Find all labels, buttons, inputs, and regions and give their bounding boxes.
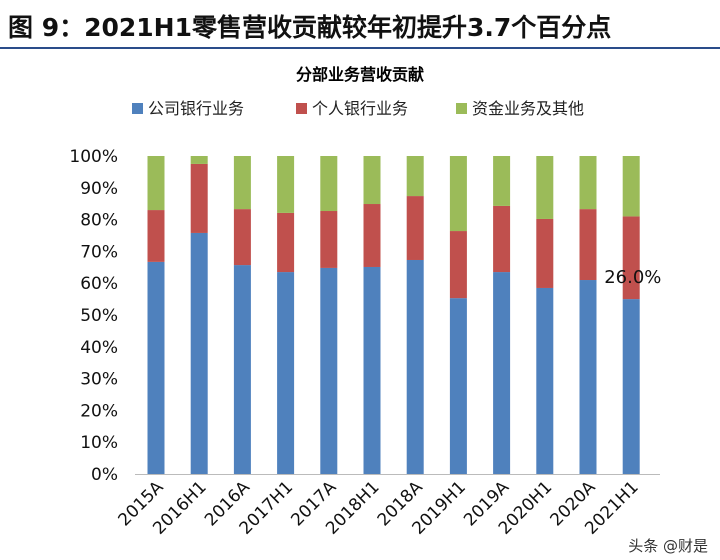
bar-segment bbox=[536, 156, 554, 219]
y-tick-label: 40% bbox=[80, 338, 118, 358]
bar-segment bbox=[147, 261, 165, 474]
y-tick-label: 100% bbox=[69, 147, 118, 167]
bar-segment bbox=[190, 232, 208, 474]
y-tick-label: 90% bbox=[80, 179, 118, 199]
chart-title: 分部业务营收贡献 bbox=[296, 65, 424, 84]
bar-segment bbox=[536, 218, 554, 288]
y-tick-label: 50% bbox=[80, 306, 118, 326]
bar-segment bbox=[320, 156, 338, 212]
bar-segment bbox=[493, 156, 511, 206]
bar-segment bbox=[406, 156, 424, 197]
y-tick-label: 70% bbox=[80, 242, 118, 262]
bar-segment bbox=[493, 205, 511, 273]
bar-segment bbox=[622, 156, 640, 217]
legend-label: 个人银行业务 bbox=[312, 99, 408, 118]
bar-segment bbox=[406, 196, 424, 260]
title-rule bbox=[0, 47, 720, 49]
bar-segment bbox=[233, 156, 251, 210]
bar-segment bbox=[233, 265, 251, 474]
bar-segment bbox=[579, 156, 597, 210]
bar-segment bbox=[579, 280, 597, 474]
bar-segment bbox=[449, 298, 467, 474]
bar-segment bbox=[536, 287, 554, 474]
legend-label: 公司银行业务 bbox=[148, 99, 244, 118]
bar-segment bbox=[363, 266, 381, 474]
y-tick-label: 30% bbox=[80, 370, 118, 390]
y-tick-label: 60% bbox=[80, 274, 118, 294]
legend-swatch bbox=[132, 103, 143, 114]
bar-segment bbox=[277, 272, 295, 474]
bar-segment bbox=[233, 209, 251, 266]
bar-segment bbox=[449, 156, 467, 232]
bar-segment bbox=[190, 163, 208, 233]
bar-segment bbox=[277, 212, 295, 273]
bar-segment bbox=[190, 156, 208, 164]
y-tick-label: 10% bbox=[80, 433, 118, 453]
y-tick-label: 0% bbox=[91, 465, 118, 485]
y-tick-label: 80% bbox=[80, 211, 118, 231]
bar-segment bbox=[363, 204, 381, 267]
legend-label: 资金业务及其他 bbox=[472, 99, 584, 118]
bar-segment bbox=[622, 299, 640, 474]
figure-title: 图 9：2021H1零售营收贡献较年初提升3.7个百分点 bbox=[8, 13, 612, 42]
watermark: 头条 @财是 bbox=[628, 537, 708, 555]
bar-segment bbox=[277, 156, 295, 213]
bar-segment bbox=[363, 156, 381, 205]
bar-segment bbox=[622, 216, 640, 300]
bar-segment bbox=[147, 156, 165, 211]
bar-segment bbox=[320, 211, 338, 268]
legend-swatch bbox=[296, 103, 307, 114]
bar-segment bbox=[320, 267, 338, 474]
bar-segment bbox=[406, 259, 424, 474]
data-label: 26.0% bbox=[604, 267, 661, 288]
bar-segment bbox=[449, 231, 467, 299]
bar-segment bbox=[493, 272, 511, 474]
bar-segment bbox=[579, 209, 597, 281]
bar-segment bbox=[147, 210, 165, 262]
legend-swatch bbox=[456, 103, 467, 114]
y-tick-label: 20% bbox=[80, 401, 118, 421]
